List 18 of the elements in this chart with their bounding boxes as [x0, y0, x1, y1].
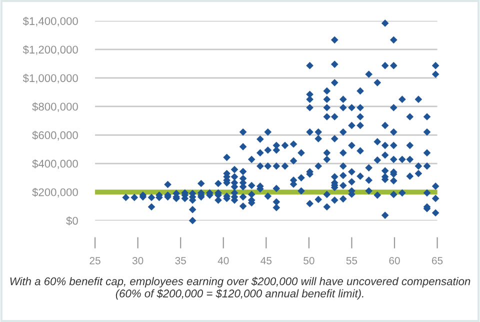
- y-tick-label: $1,400,000: [22, 16, 78, 26]
- x-tick-label: 45: [260, 257, 272, 264]
- x-tick-label: 60: [389, 256, 400, 264]
- x-tick-label: 35: [175, 256, 186, 264]
- text: With a 60% benefit cap, employees earning over $200,000 will have uncovered compensation (60% of $200,000 = $120,000 annual benefit limit).: [10, 276, 470, 300]
- x-tick-label: 50: [304, 256, 314, 264]
- x-tick-label: 65: [432, 256, 443, 264]
- y-tick-label: $1,000,000: [22, 74, 78, 84]
- x-tick-label: 55: [346, 257, 358, 264]
- y-tick-label: $1,200,000: [22, 45, 78, 55]
- y-tick-label: $600,000: [32, 130, 78, 140]
- y-tick-label: $800,000: [32, 102, 78, 112]
- x-tick-label: 25: [90, 256, 100, 264]
- y-tick-label: $400,000: [32, 159, 78, 169]
- x-tick-label: 40: [218, 256, 229, 264]
- y-tick-label: $0: [66, 216, 78, 226]
- y-tick-label: $200,000: [32, 188, 78, 198]
- x-tick-label: 30: [132, 256, 144, 264]
